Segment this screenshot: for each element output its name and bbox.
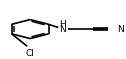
Text: H: H: [59, 20, 66, 29]
Text: N: N: [59, 25, 66, 34]
Text: N: N: [117, 25, 124, 34]
Text: Cl: Cl: [26, 49, 35, 58]
